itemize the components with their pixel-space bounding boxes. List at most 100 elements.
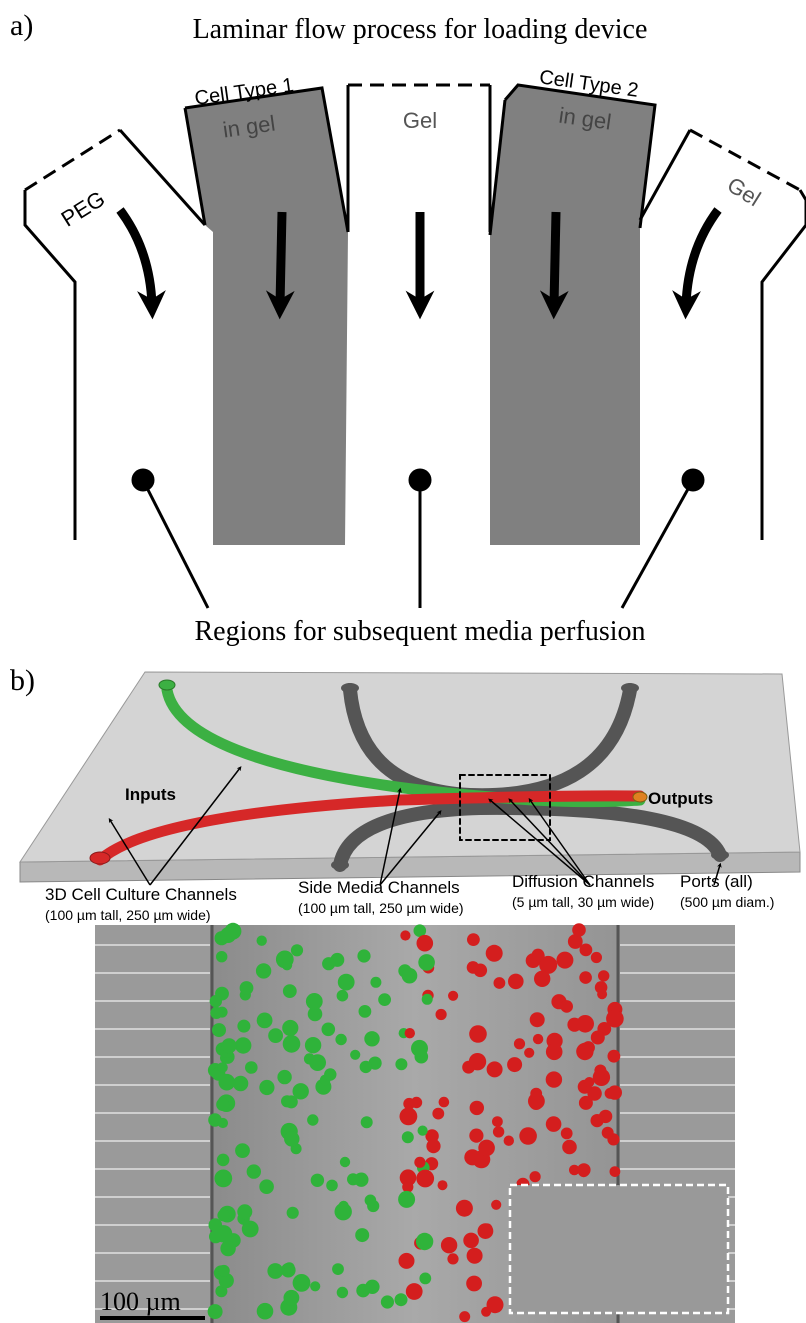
cell [305, 1037, 321, 1053]
cell [219, 1074, 236, 1091]
cell [335, 1034, 346, 1045]
cell [284, 1131, 299, 1146]
cell [432, 1108, 444, 1120]
cell [467, 961, 480, 974]
cell [220, 1241, 235, 1256]
cell [217, 1154, 230, 1167]
cell [561, 1128, 573, 1140]
cell [470, 1101, 484, 1115]
cell [357, 949, 370, 962]
cell [456, 1200, 473, 1217]
cell [486, 945, 503, 962]
cell [560, 1000, 573, 1013]
cell [381, 1295, 394, 1308]
cell [524, 1048, 534, 1058]
cell [337, 990, 349, 1002]
cell [464, 1149, 480, 1165]
cell [507, 1057, 522, 1072]
cell [306, 993, 323, 1010]
cell [402, 968, 418, 984]
cell [307, 1114, 318, 1125]
cell [268, 1028, 283, 1043]
cell [210, 1007, 222, 1019]
cell [546, 1116, 562, 1132]
cell [494, 977, 506, 989]
cell [282, 1020, 298, 1036]
cell [267, 1263, 283, 1279]
cell [466, 1276, 482, 1292]
cell [519, 1127, 537, 1145]
cell [493, 1126, 504, 1137]
cell [247, 1164, 261, 1178]
cell [469, 1053, 486, 1070]
cell [360, 1061, 372, 1073]
cell [233, 1076, 248, 1091]
cell [608, 1050, 621, 1063]
cell [214, 1170, 232, 1188]
cell [284, 1290, 300, 1306]
cell [416, 1170, 434, 1188]
cell [335, 1203, 352, 1220]
cell [436, 1009, 447, 1020]
cell [283, 984, 297, 998]
cell [487, 1061, 503, 1077]
cell [416, 1233, 433, 1250]
cell [418, 954, 435, 971]
panel-footer: Regions for subsequent media perfusion [194, 616, 645, 647]
cell [610, 1166, 621, 1177]
outputs-label: Outputs [648, 789, 713, 808]
cell [347, 1173, 359, 1185]
callout-title: 3D Cell Culture Channels [45, 885, 237, 904]
cell [235, 1037, 251, 1053]
cell [364, 1031, 379, 1046]
cell [414, 1157, 425, 1168]
cell [504, 1136, 514, 1146]
cell [398, 1191, 415, 1208]
callout-title: Diffusion Channels [512, 872, 654, 891]
callout-detail: (5 µm tall, 30 µm wide) [512, 894, 654, 910]
cell [492, 1116, 503, 1127]
cell [256, 963, 271, 978]
cell [309, 1054, 326, 1071]
cell [395, 1058, 407, 1070]
cell [595, 981, 608, 994]
callout-title: Ports (all) [680, 872, 753, 891]
callout-title: Side Media Channels [298, 878, 460, 897]
cell [322, 1023, 336, 1037]
cell [378, 993, 391, 1006]
cell [235, 1143, 250, 1158]
cell [400, 930, 410, 940]
scale-bar-label: 100 µm [100, 1287, 181, 1316]
cell [257, 1303, 274, 1320]
panel-label: b) [10, 664, 35, 697]
cell [459, 1311, 470, 1322]
cell [245, 1061, 258, 1074]
cell [530, 1171, 541, 1182]
cell [240, 981, 254, 995]
cell [218, 1118, 228, 1128]
cell [491, 1200, 501, 1210]
cell [529, 1096, 543, 1110]
cell [606, 1010, 624, 1028]
cell [608, 1085, 622, 1099]
cell [370, 977, 381, 988]
cell [402, 1131, 414, 1143]
cell [359, 1005, 372, 1018]
cell [591, 1031, 605, 1045]
cell [311, 1174, 324, 1187]
cell [576, 1043, 593, 1060]
cell [402, 1181, 413, 1192]
cell [405, 1028, 415, 1038]
cell [322, 957, 335, 970]
cell [283, 1035, 301, 1053]
cell [332, 1263, 344, 1275]
cell [310, 1281, 320, 1291]
cell [469, 1129, 483, 1143]
cell [478, 1140, 495, 1157]
cell [399, 1253, 415, 1269]
figure: a) Laminar flow process for loading devi… [0, 0, 806, 1323]
cell [257, 936, 267, 946]
cell [287, 1207, 299, 1219]
cell [478, 1223, 494, 1239]
cell [508, 974, 524, 990]
